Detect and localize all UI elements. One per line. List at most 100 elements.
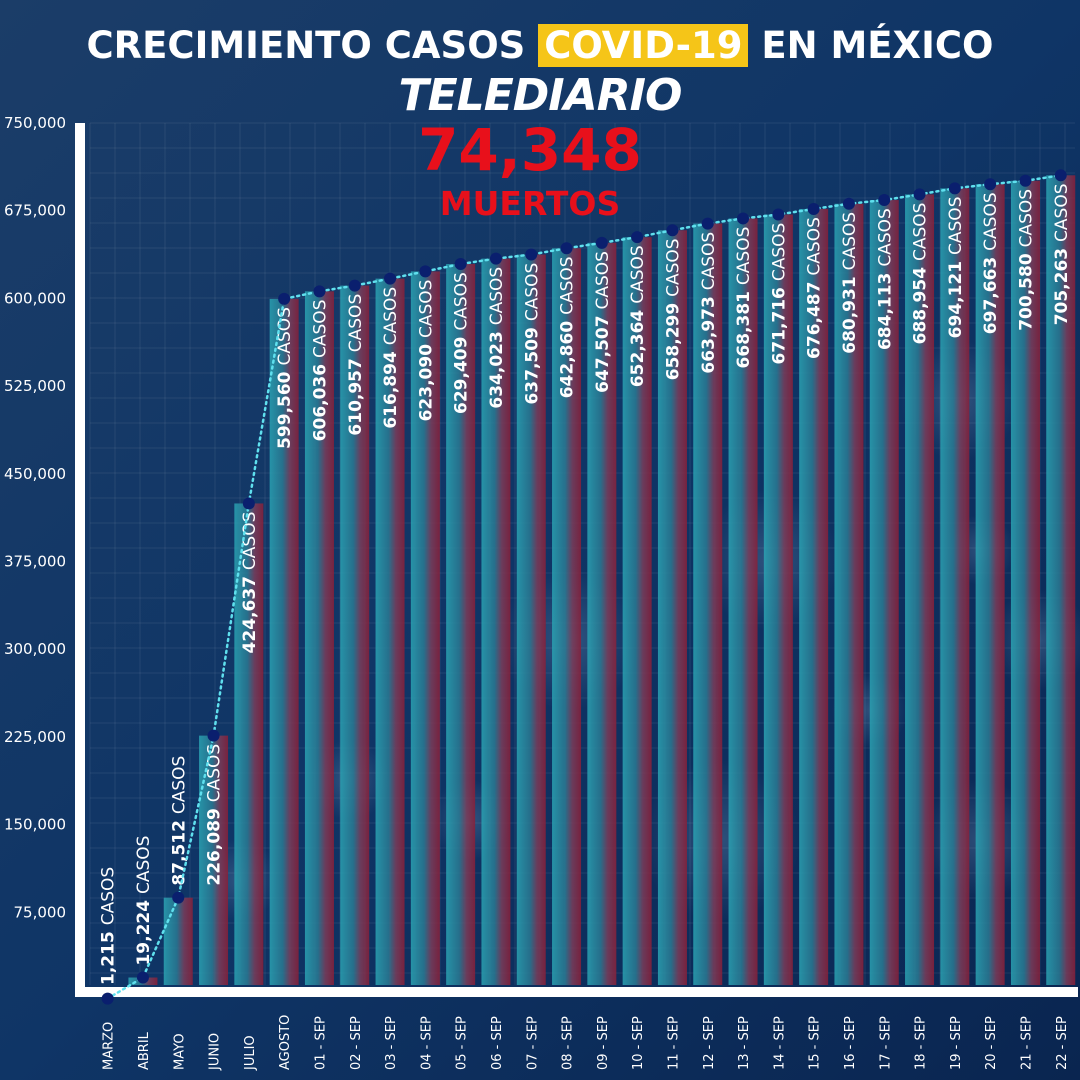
x-tick-label: 21 - SEP [1019, 1016, 1034, 1070]
trend-line [106, 174, 1062, 1000]
value-label: 680,931 CASOS [840, 212, 860, 354]
data-point [595, 236, 608, 249]
x-tick-label: 01 - SEP [313, 1016, 328, 1070]
value-suffix: CASOS [558, 256, 578, 314]
data-point [348, 279, 361, 292]
bar [587, 242, 617, 985]
value-label: 642,860 CASOS [558, 256, 578, 398]
x-tick-label: 13 - SEP [737, 1016, 752, 1070]
data-point [278, 292, 291, 305]
x-tick-label: 18 - SEP [914, 1016, 929, 1070]
data-point [136, 971, 149, 984]
y-tick-labels: 75,000 150,000 225,000 300,000 375,000 450,00… [4, 114, 66, 921]
value-label: 634,023 CASOS [487, 267, 507, 409]
value-label: 697,663 CASOS [981, 192, 1001, 334]
value-suffix: CASOS [805, 217, 825, 275]
value-suffix: CASOS [1016, 189, 1036, 247]
value-suffix: CASOS [381, 287, 401, 345]
bar [869, 200, 899, 985]
y-tick-label: 600,000 [4, 289, 66, 307]
bar [940, 188, 970, 985]
data-point [525, 248, 538, 261]
x-tick-label: 07 - SEP [525, 1016, 540, 1070]
y-tick-label: 150,000 [4, 816, 66, 834]
value-suffix: CASOS [205, 744, 225, 802]
value-suffix: CASOS [699, 232, 719, 290]
bar [1046, 175, 1076, 985]
data-point [384, 272, 397, 285]
data-point [172, 891, 185, 904]
x-tick-label: 09 - SEP [596, 1016, 611, 1070]
x-tick-label: JULIO [243, 1035, 258, 1071]
data-point [1019, 174, 1032, 187]
value-suffix: CASOS [734, 227, 754, 285]
x-tick-label: 15 - SEP [808, 1016, 823, 1070]
data-point [913, 188, 926, 201]
x-tick-label: ABRIL [137, 1031, 152, 1070]
x-tick-label: 10 - SEP [631, 1016, 646, 1070]
data-point [666, 224, 679, 237]
x-tick-label: 12 - SEP [702, 1016, 717, 1070]
y-tick-label: 300,000 [4, 640, 66, 658]
bar [410, 271, 440, 985]
value-suffix: CASOS [593, 251, 613, 309]
bar [763, 214, 793, 985]
value-number: 623,090 [416, 338, 436, 421]
value-number: 688,954 [911, 261, 931, 344]
value-suffix: CASOS [169, 756, 189, 814]
value-number: 1,215 [99, 925, 119, 985]
value-label: 424,637 CASOS [240, 512, 260, 654]
title-highlight: COVID-19 [538, 24, 749, 67]
value-label: 87,512 CASOS [169, 756, 189, 886]
value-number: 226,089 [205, 802, 225, 885]
deaths-label: MUERTOS [439, 184, 621, 223]
bar [693, 223, 723, 985]
value-suffix: CASOS [134, 836, 154, 894]
data-point [631, 231, 644, 244]
value-label: 671,716 CASOS [769, 223, 789, 365]
data-point [984, 178, 997, 191]
value-suffix: CASOS [487, 267, 507, 325]
value-suffix: CASOS [875, 208, 895, 266]
x-tick-label: 14 - SEP [772, 1016, 787, 1070]
data-point [313, 285, 326, 298]
value-number: 616,894 [381, 345, 401, 428]
bar [516, 254, 546, 985]
value-number: 610,957 [346, 352, 366, 435]
value-number: 647,507 [593, 309, 613, 392]
data-point [242, 497, 255, 510]
value-suffix: CASOS [911, 203, 931, 261]
x-tick-label: MAYO [172, 1033, 187, 1070]
data-point [419, 265, 432, 278]
value-number: 658,299 [663, 297, 683, 380]
value-suffix: CASOS [663, 238, 683, 296]
x-tick-label: 06 - SEP [490, 1016, 505, 1070]
x-tick-label: 19 - SEP [949, 1016, 964, 1070]
value-suffix: CASOS [416, 280, 436, 338]
value-label: 629,409 CASOS [452, 272, 472, 414]
data-point [489, 252, 502, 265]
value-number: 634,023 [487, 325, 507, 408]
value-label: 652,364 CASOS [628, 245, 648, 387]
value-label: 606,036 CASOS [310, 300, 330, 442]
value-suffix: CASOS [522, 263, 542, 321]
axes [75, 123, 1078, 997]
bar [905, 194, 935, 985]
value-suffix: CASOS [1052, 183, 1072, 241]
data-point [878, 194, 891, 207]
value-number: 680,931 [840, 270, 860, 353]
value-labels: 1,215 CASOS 19,224 CASOS 87,512 CASOS226,0… [99, 183, 1072, 985]
bar [234, 503, 264, 985]
y-tick-label: 675,000 [4, 202, 66, 220]
title-part-2: EN MÉXICO [761, 24, 994, 67]
x-tick-label: 20 - SEP [984, 1016, 999, 1070]
data-point [701, 217, 714, 230]
data-point [454, 258, 467, 271]
x-tick-label: 03 - SEP [384, 1016, 399, 1070]
value-label: 623,090 CASOS [416, 280, 436, 422]
value-label: 705,263 CASOS [1052, 183, 1072, 325]
value-label: 658,299 CASOS [663, 238, 683, 380]
data-point [948, 182, 961, 195]
value-suffix: CASOS [946, 197, 966, 255]
value-number: 642,860 [558, 315, 578, 398]
